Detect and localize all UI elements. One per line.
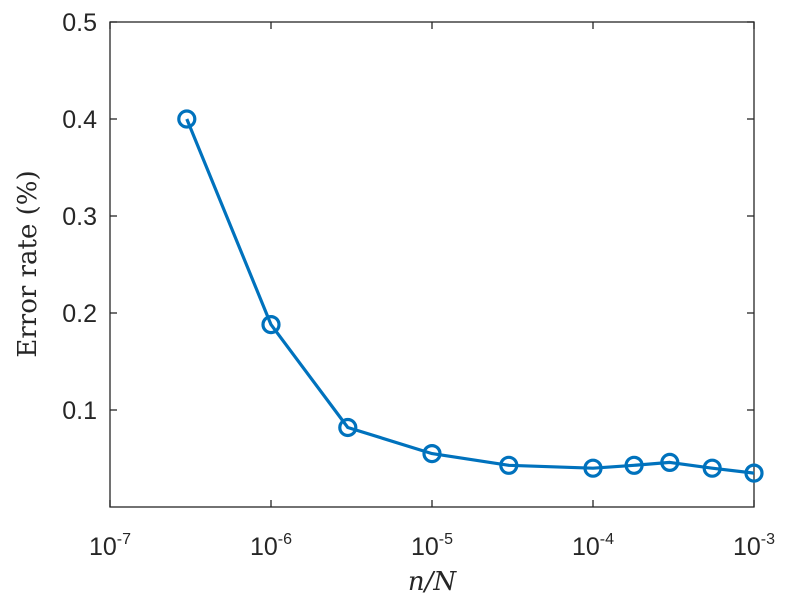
data-point bbox=[177, 109, 197, 129]
y-tick-labels: 0.1 0.2 0.3 0.4 0.5 bbox=[62, 9, 97, 425]
series-layer bbox=[177, 109, 764, 483]
x-tick-labels: 10-7 10-6 10-5 10-4 10-3 bbox=[89, 531, 775, 561]
x-tick-label: 10-6 bbox=[250, 531, 292, 561]
y-tick-label: 0.3 bbox=[62, 203, 97, 231]
series-line bbox=[185, 118, 755, 475]
x-axis-label: n/N bbox=[408, 567, 458, 597]
y-tick-label: 0.4 bbox=[62, 106, 97, 134]
x-tick-label: 10-7 bbox=[89, 531, 131, 561]
x-tick-label: 10-3 bbox=[733, 531, 775, 561]
data-point bbox=[744, 463, 764, 483]
data-point bbox=[660, 452, 680, 472]
data-point bbox=[702, 458, 722, 478]
y-tick-label: 0.2 bbox=[62, 300, 97, 328]
tick-marks bbox=[109, 21, 755, 507]
data-point bbox=[422, 444, 442, 464]
data-point bbox=[261, 315, 281, 335]
plot-frame bbox=[109, 21, 755, 508]
y-tick-label: 0.1 bbox=[62, 397, 97, 425]
y-tick-label: 0.5 bbox=[62, 9, 97, 37]
x-tick-label: 10-5 bbox=[411, 531, 453, 561]
data-point bbox=[624, 455, 644, 475]
data-point bbox=[583, 458, 603, 478]
x-tick-label: 10-4 bbox=[572, 531, 614, 561]
data-point bbox=[338, 417, 358, 438]
data-point bbox=[499, 455, 519, 475]
y-axis-label: Error rate (%) bbox=[13, 170, 43, 357]
